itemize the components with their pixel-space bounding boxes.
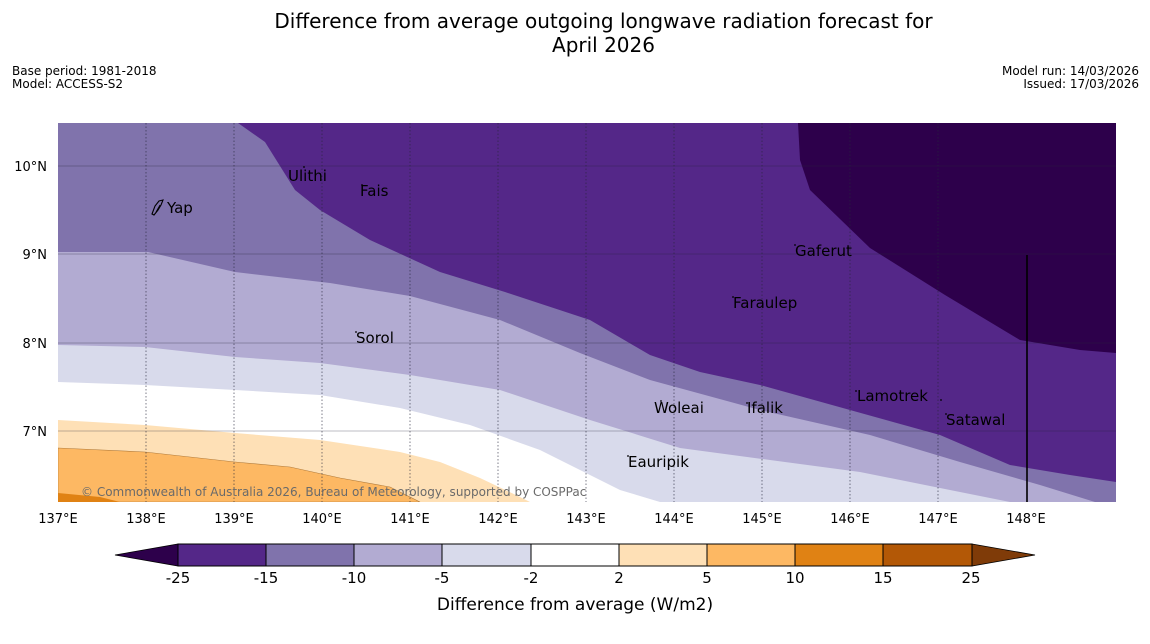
lon-label: 144°E xyxy=(654,512,694,527)
colorbar-tick-label: 10 xyxy=(785,569,804,587)
chart-title: Difference from average outgoing longwav… xyxy=(0,9,1150,57)
lat-label: 7°N xyxy=(23,425,48,440)
longitude-labels: 137°E 138°E 139°E 140°E 141°E 142°E 143°… xyxy=(38,512,1046,527)
colorbar-tick-label: -5 xyxy=(435,569,450,587)
lon-label: 138°E xyxy=(126,512,166,527)
title-line-1: Difference from average outgoing longwav… xyxy=(274,9,933,33)
place-label-ifalik: Ifalik xyxy=(747,399,783,417)
yap-island-detail xyxy=(155,204,161,213)
latitude-labels: 10°N 9°N 8°N 7°N xyxy=(14,160,47,440)
place-label-fais: Fais xyxy=(360,182,389,200)
lat-label: 10°N xyxy=(14,160,47,175)
colorbar-extend-above xyxy=(971,543,1036,567)
lat-label: 8°N xyxy=(23,337,48,352)
band-10-to-15 xyxy=(58,493,120,502)
place-label-eauripik: Eauripik xyxy=(628,453,689,471)
meta-left: Base period: 1981-2018 Model: ACCESS-S2 xyxy=(12,65,157,91)
colorbar-tick-label: 5 xyxy=(702,569,712,587)
place-label-faraulep: Faraulep xyxy=(733,294,797,312)
colorbar-tick-label: 25 xyxy=(961,569,980,587)
lon-label: 143°E xyxy=(566,512,606,527)
model-run: Model run: 14/03/2026 xyxy=(1001,64,1139,78)
lon-label: 137°E xyxy=(38,512,78,527)
colorbar-tick-label: 2 xyxy=(614,569,624,587)
place-label-satawal: Satawal xyxy=(946,411,1005,429)
colorbar-tick-label: -2 xyxy=(524,569,539,587)
colorbar-segment xyxy=(883,544,972,566)
colorbar-extend-below xyxy=(114,543,179,567)
lon-label: 147°E xyxy=(918,512,958,527)
lon-label: 139°E xyxy=(214,512,254,527)
place-label-woleai: Woleai xyxy=(654,399,704,417)
colorbar-segment xyxy=(795,544,883,566)
colorbar-tick-label: 15 xyxy=(873,569,892,587)
colorbar-tick-label: -25 xyxy=(166,569,191,587)
place-label-sorol: Sorol xyxy=(356,329,394,347)
place-label-gaferut: Gaferut xyxy=(795,242,852,260)
colorbar-tick-label: -10 xyxy=(342,569,367,587)
place-label-yap: Yap xyxy=(166,199,193,217)
colorbar-segment xyxy=(442,544,531,566)
band-5-to-10 xyxy=(58,447,421,502)
lon-label: 145°E xyxy=(742,512,782,527)
graticule-meridians xyxy=(145,123,939,502)
lon-label: 140°E xyxy=(302,512,342,527)
lon-label: 148°E xyxy=(1006,512,1046,527)
base-period: Base period: 1981-2018 xyxy=(12,64,157,78)
band-below-minus-25 xyxy=(798,123,1116,353)
colorbar-segment xyxy=(178,544,266,566)
colorbar-dividers xyxy=(265,544,884,566)
colorbar-frame xyxy=(177,543,973,567)
place-label-lamotrek: Lamotrek xyxy=(857,387,928,405)
colorbar-segment xyxy=(354,544,442,566)
forecast-map: Ulithi Yap Fais Gaferut Faraulep Sorol W… xyxy=(58,123,1116,502)
colorbar-segment xyxy=(619,544,707,566)
meta-right: Model run: 14/03/2026 Issued: 17/03/2026 xyxy=(1002,65,1139,91)
model-name: Model: ACCESS-S2 xyxy=(12,77,124,91)
place-label-ulithi: Ulithi xyxy=(288,167,327,185)
lon-label: 142°E xyxy=(478,512,518,527)
place-labels: Ulithi Yap Fais Gaferut Faraulep Sorol W… xyxy=(166,167,1005,471)
title-line-2: April 2026 xyxy=(552,33,655,57)
yap-island xyxy=(151,199,164,216)
copyright-notice: © Commonwealth of Australia 2026, Bureau… xyxy=(81,485,586,499)
island-dots xyxy=(303,166,947,457)
lat-label: 9°N xyxy=(23,248,48,263)
colorbar-ticks: -25 -15 -10 -5 -2 2 5 10 15 25 xyxy=(166,569,981,587)
graticule-parallels xyxy=(58,165,1116,432)
colorbar-segment xyxy=(707,544,795,566)
colorbar-tick-label: -15 xyxy=(254,569,279,587)
colorbar-title: Difference from average (W/m2) xyxy=(437,595,713,615)
colorbar-segment xyxy=(531,544,619,566)
lon-label: 141°E xyxy=(390,512,430,527)
lon-label: 146°E xyxy=(830,512,870,527)
colorbar: -25 -15 -10 -5 -2 2 5 10 15 25 Differenc… xyxy=(114,543,1036,615)
colorbar-segment xyxy=(266,544,354,566)
issued-date: Issued: 17/03/2026 xyxy=(1023,77,1139,91)
